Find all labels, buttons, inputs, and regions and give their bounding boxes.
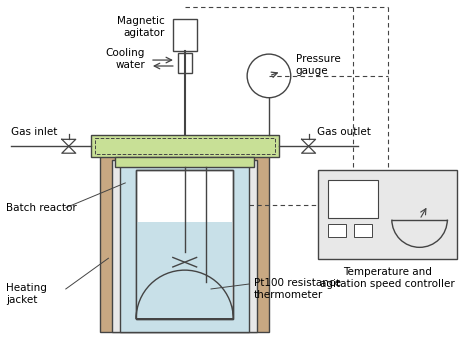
Bar	[178, 53, 191, 73]
Wedge shape	[136, 270, 233, 319]
Wedge shape	[137, 271, 232, 319]
Circle shape	[247, 54, 291, 98]
Bar	[136, 170, 233, 319]
Bar	[94, 138, 275, 154]
Text: Pressure
gauge: Pressure gauge	[296, 54, 340, 76]
Text: Pt100 resistance
thermometer: Pt100 resistance thermometer	[254, 278, 341, 300]
Text: Batch reactor: Batch reactor	[6, 203, 77, 213]
Text: Gas outlet: Gas outlet	[317, 127, 370, 137]
Bar	[115, 157, 254, 167]
Bar	[328, 180, 378, 218]
Bar	[173, 19, 197, 51]
Bar	[112, 160, 257, 332]
Text: Cooling
water: Cooling water	[106, 48, 145, 70]
Bar	[354, 224, 372, 237]
Text: Temperature and
agitation speed controller: Temperature and agitation speed controll…	[320, 267, 455, 289]
Bar	[120, 165, 249, 332]
Text: Heating
jacket: Heating jacket	[6, 283, 47, 305]
Bar	[137, 222, 232, 318]
Bar	[91, 135, 279, 157]
Bar	[100, 148, 269, 332]
Bar	[136, 170, 233, 319]
Text: Magnetic
agitator: Magnetic agitator	[117, 16, 165, 38]
Bar	[328, 224, 346, 237]
Text: Gas inlet: Gas inlet	[11, 127, 58, 137]
Bar	[319, 170, 457, 259]
